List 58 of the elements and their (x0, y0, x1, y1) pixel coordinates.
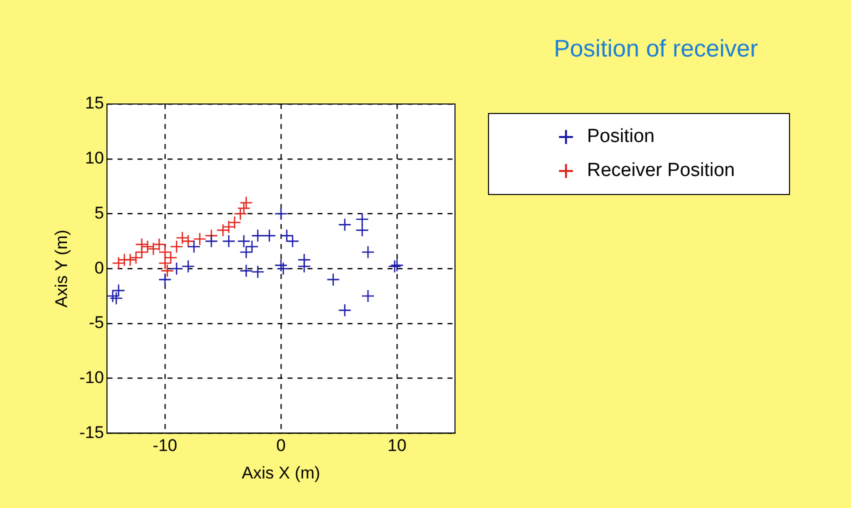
y-tick-label: -15 (79, 422, 104, 442)
point (160, 264, 174, 278)
x-tick-label: 0 (276, 436, 286, 456)
legend-label: Position (587, 126, 655, 148)
x-tick-label: -10 (152, 436, 178, 456)
point (262, 229, 276, 242)
point (388, 260, 402, 274)
point (274, 207, 288, 220)
point (240, 196, 253, 210)
point (237, 202, 251, 215)
point (276, 262, 290, 276)
y-tick-label: 15 (85, 94, 104, 113)
point (193, 232, 206, 246)
point (338, 218, 352, 232)
point (234, 207, 248, 220)
point (158, 272, 172, 286)
y-tick-label: -5 (88, 313, 104, 332)
point (158, 256, 172, 270)
point (146, 242, 160, 256)
y-axis-title: Axis Y (m) (52, 230, 71, 308)
y-tick-label: 10 (85, 148, 104, 168)
point (182, 260, 195, 274)
point (240, 264, 253, 278)
point (106, 289, 120, 303)
point (240, 245, 253, 259)
point (187, 240, 201, 254)
text: Position of receiver (554, 36, 758, 63)
point (338, 304, 352, 317)
y-tick-label: 5 (94, 203, 104, 222)
point (356, 212, 369, 226)
point (129, 250, 143, 264)
point (326, 272, 340, 286)
point (228, 216, 242, 230)
point (222, 220, 236, 234)
point (110, 292, 123, 305)
point (112, 256, 126, 270)
point (216, 224, 230, 237)
x-axis-title: Axis X (m) (242, 463, 320, 482)
point (251, 265, 264, 279)
y-tick-label: -10 (79, 368, 104, 388)
point (170, 240, 184, 254)
y-tick-label: 0 (94, 258, 104, 278)
point (274, 258, 288, 272)
point (361, 245, 375, 259)
point (135, 238, 148, 252)
point (112, 284, 126, 298)
point (140, 240, 154, 254)
legend-label: Receiver Position (587, 160, 735, 182)
point (298, 253, 311, 266)
point (222, 234, 236, 248)
point (204, 234, 218, 248)
x-tick-label: 10 (388, 436, 406, 456)
point (390, 258, 404, 272)
point (356, 224, 369, 237)
point (170, 262, 184, 276)
point (361, 289, 375, 303)
point (124, 253, 137, 266)
point (251, 229, 264, 242)
